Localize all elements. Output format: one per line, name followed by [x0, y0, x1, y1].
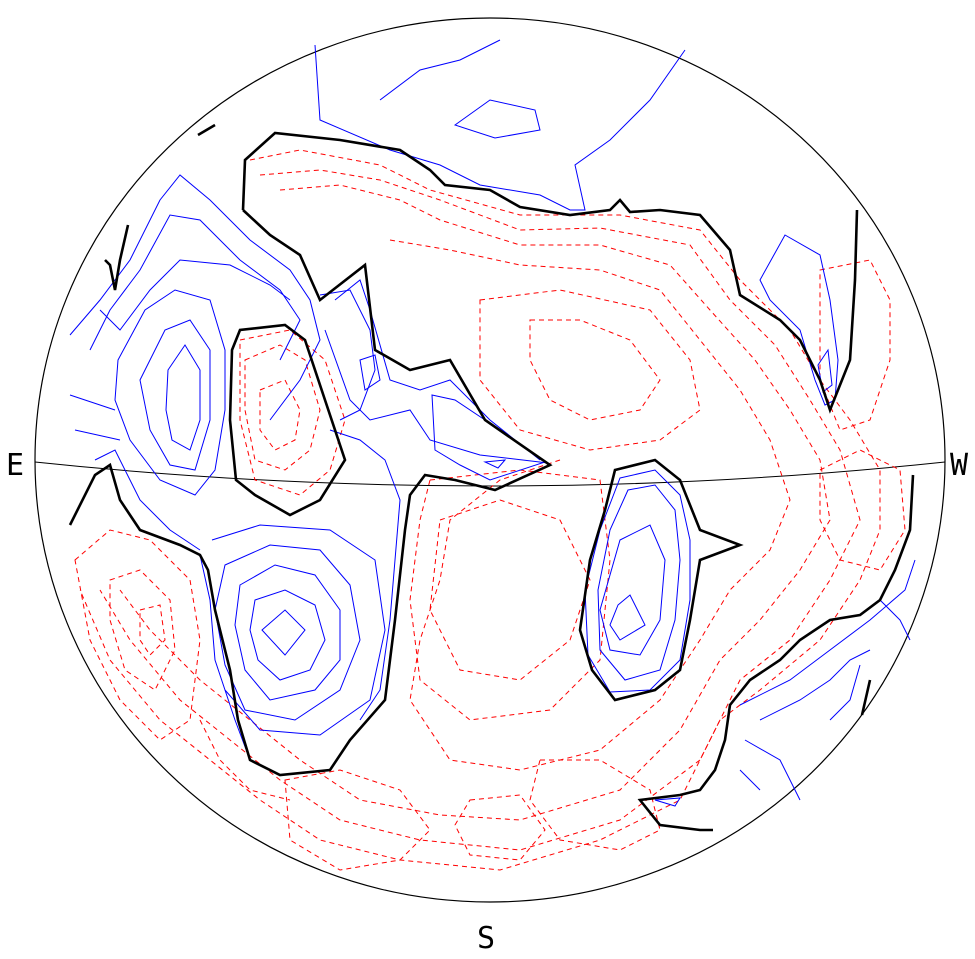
positive-contour	[759, 234, 839, 406]
east-label: E	[6, 448, 25, 483]
negative-contour	[74, 529, 201, 741]
positive-contour	[599, 524, 666, 656]
zero-contour	[637, 474, 915, 832]
positive-contour	[199, 554, 251, 761]
positive-contour	[249, 589, 326, 681]
positive-contour	[431, 394, 547, 481]
zero-contour	[104, 224, 130, 291]
positive-contour	[74, 429, 121, 441]
positive-contour	[359, 354, 381, 391]
positive-contour	[99, 259, 291, 331]
positive-contour	[69, 394, 116, 411]
positive-contour	[94, 449, 201, 551]
positive-contour	[453, 99, 541, 139]
negative-contour	[244, 344, 321, 471]
positive-contour	[759, 649, 871, 721]
zero-contours	[68, 123, 915, 832]
positive-contour	[89, 214, 301, 361]
positive-contour	[744, 739, 801, 801]
negative-contour	[454, 794, 546, 861]
positive-contour	[214, 544, 361, 721]
negative-contour	[259, 379, 301, 451]
negative-contour	[529, 759, 661, 851]
positive-contour	[211, 524, 386, 736]
negative-contour	[139, 604, 166, 656]
zero-contour	[228, 323, 347, 517]
negative-contour	[389, 239, 791, 771]
zero-contour	[860, 679, 872, 716]
negative-contour	[79, 149, 881, 871]
positive-contour	[584, 469, 691, 693]
positive-contour	[165, 344, 201, 451]
negative-contour	[529, 319, 661, 421]
positive-contour	[69, 174, 321, 421]
positive-contour	[314, 44, 686, 211]
positive-contour	[597, 484, 681, 681]
positive-contours	[69, 39, 916, 807]
positive-contour	[829, 664, 861, 721]
negative-contours	[74, 149, 906, 871]
negative-contour	[479, 289, 701, 451]
negative-contour	[199, 719, 291, 801]
globe-outline	[34, 17, 946, 903]
equator-line	[34, 461, 946, 487]
south-label: S	[477, 921, 496, 956]
positive-contour	[609, 594, 646, 641]
positive-contour	[324, 329, 549, 464]
positive-contour	[114, 289, 226, 496]
positive-contour	[329, 429, 401, 721]
negative-contour	[284, 769, 431, 871]
positive-contour	[334, 279, 541, 461]
zero-contour	[197, 123, 216, 137]
negative-contour	[819, 449, 906, 571]
zero-contour	[241, 131, 859, 414]
negative-contour	[119, 184, 831, 821]
negative-contour	[239, 329, 346, 496]
negative-contour	[819, 259, 891, 431]
positive-contour	[739, 769, 761, 791]
positive-contour	[654, 797, 681, 807]
positive-contour	[483, 459, 507, 469]
positive-contour	[261, 609, 306, 656]
negative-contour	[429, 499, 591, 681]
positive-contour	[139, 319, 211, 471]
negative-contour	[99, 169, 861, 851]
west-label: W	[950, 448, 969, 483]
negative-contour	[409, 469, 611, 721]
negative-contour	[109, 569, 176, 691]
positive-contour	[379, 39, 501, 101]
positive-contour	[234, 564, 341, 701]
positive-contour	[879, 599, 911, 641]
positive-contour	[319, 289, 376, 421]
zero-contour	[68, 209, 553, 777]
zero-contour	[578, 458, 744, 702]
positive-contour	[739, 559, 916, 706]
